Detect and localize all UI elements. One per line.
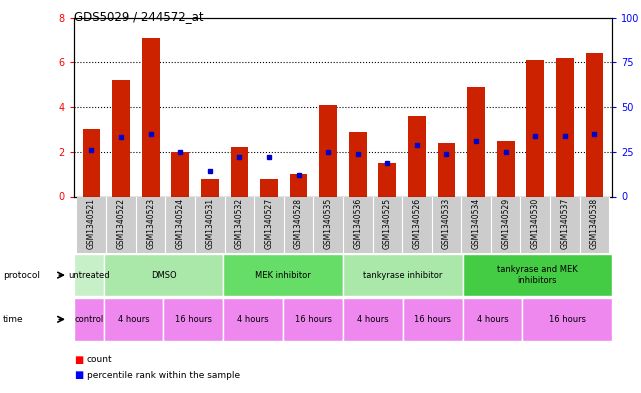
Text: GSM1340534: GSM1340534 xyxy=(472,198,481,250)
Bar xyxy=(402,196,431,253)
Text: GSM1340535: GSM1340535 xyxy=(324,198,333,250)
Bar xyxy=(343,298,403,341)
Bar xyxy=(550,196,579,253)
Text: GSM1340537: GSM1340537 xyxy=(560,198,569,250)
Text: control: control xyxy=(74,315,103,324)
Bar xyxy=(171,152,189,196)
Bar xyxy=(231,147,248,196)
Bar xyxy=(284,196,313,253)
Bar xyxy=(522,298,612,341)
Bar xyxy=(201,178,219,196)
Bar xyxy=(403,298,463,341)
Text: GSM1340530: GSM1340530 xyxy=(531,198,540,250)
Bar xyxy=(463,298,522,341)
Bar xyxy=(438,143,455,196)
Text: 4 hours: 4 hours xyxy=(357,315,388,324)
Text: time: time xyxy=(3,315,24,324)
Text: ■: ■ xyxy=(74,370,83,380)
Text: untreated: untreated xyxy=(68,271,110,279)
Bar xyxy=(77,196,106,253)
Bar xyxy=(74,254,104,296)
Text: tankyrase inhibitor: tankyrase inhibitor xyxy=(363,271,442,279)
Text: 16 hours: 16 hours xyxy=(175,315,212,324)
Bar xyxy=(497,141,515,196)
Bar xyxy=(163,298,223,341)
Text: 16 hours: 16 hours xyxy=(414,315,451,324)
Text: GSM1340522: GSM1340522 xyxy=(117,198,126,249)
Text: GSM1340532: GSM1340532 xyxy=(235,198,244,249)
Text: MEK inhibitor: MEK inhibitor xyxy=(255,271,311,279)
Bar xyxy=(260,178,278,196)
Text: ■: ■ xyxy=(74,354,83,365)
Bar xyxy=(223,254,343,296)
Bar xyxy=(319,105,337,196)
Bar xyxy=(349,132,367,196)
Text: percentile rank within the sample: percentile rank within the sample xyxy=(87,371,240,380)
Text: GSM1340529: GSM1340529 xyxy=(501,198,510,249)
Bar xyxy=(104,254,223,296)
Text: protocol: protocol xyxy=(3,271,40,279)
Text: GSM1340536: GSM1340536 xyxy=(353,198,362,250)
Bar xyxy=(378,163,396,196)
Text: 4 hours: 4 hours xyxy=(477,315,508,324)
Bar xyxy=(579,196,609,253)
Bar xyxy=(343,196,372,253)
Bar xyxy=(585,53,603,196)
Bar xyxy=(254,196,284,253)
Bar xyxy=(467,87,485,196)
Bar xyxy=(343,254,463,296)
Bar xyxy=(408,116,426,196)
Bar xyxy=(142,38,160,197)
Text: 16 hours: 16 hours xyxy=(549,315,586,324)
Text: GDS5029 / 244572_at: GDS5029 / 244572_at xyxy=(74,10,203,23)
Bar xyxy=(195,196,224,253)
Bar xyxy=(462,196,491,253)
Bar xyxy=(313,196,343,253)
Bar xyxy=(526,60,544,196)
Text: tankyrase and MEK
inhibitors: tankyrase and MEK inhibitors xyxy=(497,265,578,285)
Text: GSM1340523: GSM1340523 xyxy=(146,198,155,249)
Bar xyxy=(491,196,520,253)
Bar xyxy=(431,196,462,253)
Text: GSM1340528: GSM1340528 xyxy=(294,198,303,249)
Bar xyxy=(224,196,254,253)
Text: GSM1340531: GSM1340531 xyxy=(205,198,214,249)
Text: GSM1340526: GSM1340526 xyxy=(412,198,421,249)
Text: GSM1340533: GSM1340533 xyxy=(442,198,451,250)
Text: 4 hours: 4 hours xyxy=(237,315,269,324)
Bar xyxy=(136,196,165,253)
Bar xyxy=(223,298,283,341)
Text: count: count xyxy=(87,355,112,364)
Bar xyxy=(112,80,130,196)
Bar xyxy=(372,196,402,253)
Bar xyxy=(520,196,550,253)
Bar xyxy=(290,174,308,196)
Bar xyxy=(106,196,136,253)
Bar xyxy=(165,196,195,253)
Bar xyxy=(556,58,574,196)
Text: GSM1340538: GSM1340538 xyxy=(590,198,599,249)
Text: GSM1340525: GSM1340525 xyxy=(383,198,392,249)
Text: GSM1340524: GSM1340524 xyxy=(176,198,185,249)
Text: GSM1340527: GSM1340527 xyxy=(265,198,274,249)
Bar xyxy=(83,129,101,196)
Bar xyxy=(104,298,163,341)
Bar xyxy=(74,298,104,341)
Text: 4 hours: 4 hours xyxy=(118,315,149,324)
Text: GSM1340521: GSM1340521 xyxy=(87,198,96,249)
Bar xyxy=(463,254,612,296)
Text: 16 hours: 16 hours xyxy=(294,315,331,324)
Bar xyxy=(283,298,343,341)
Text: DMSO: DMSO xyxy=(151,271,176,279)
